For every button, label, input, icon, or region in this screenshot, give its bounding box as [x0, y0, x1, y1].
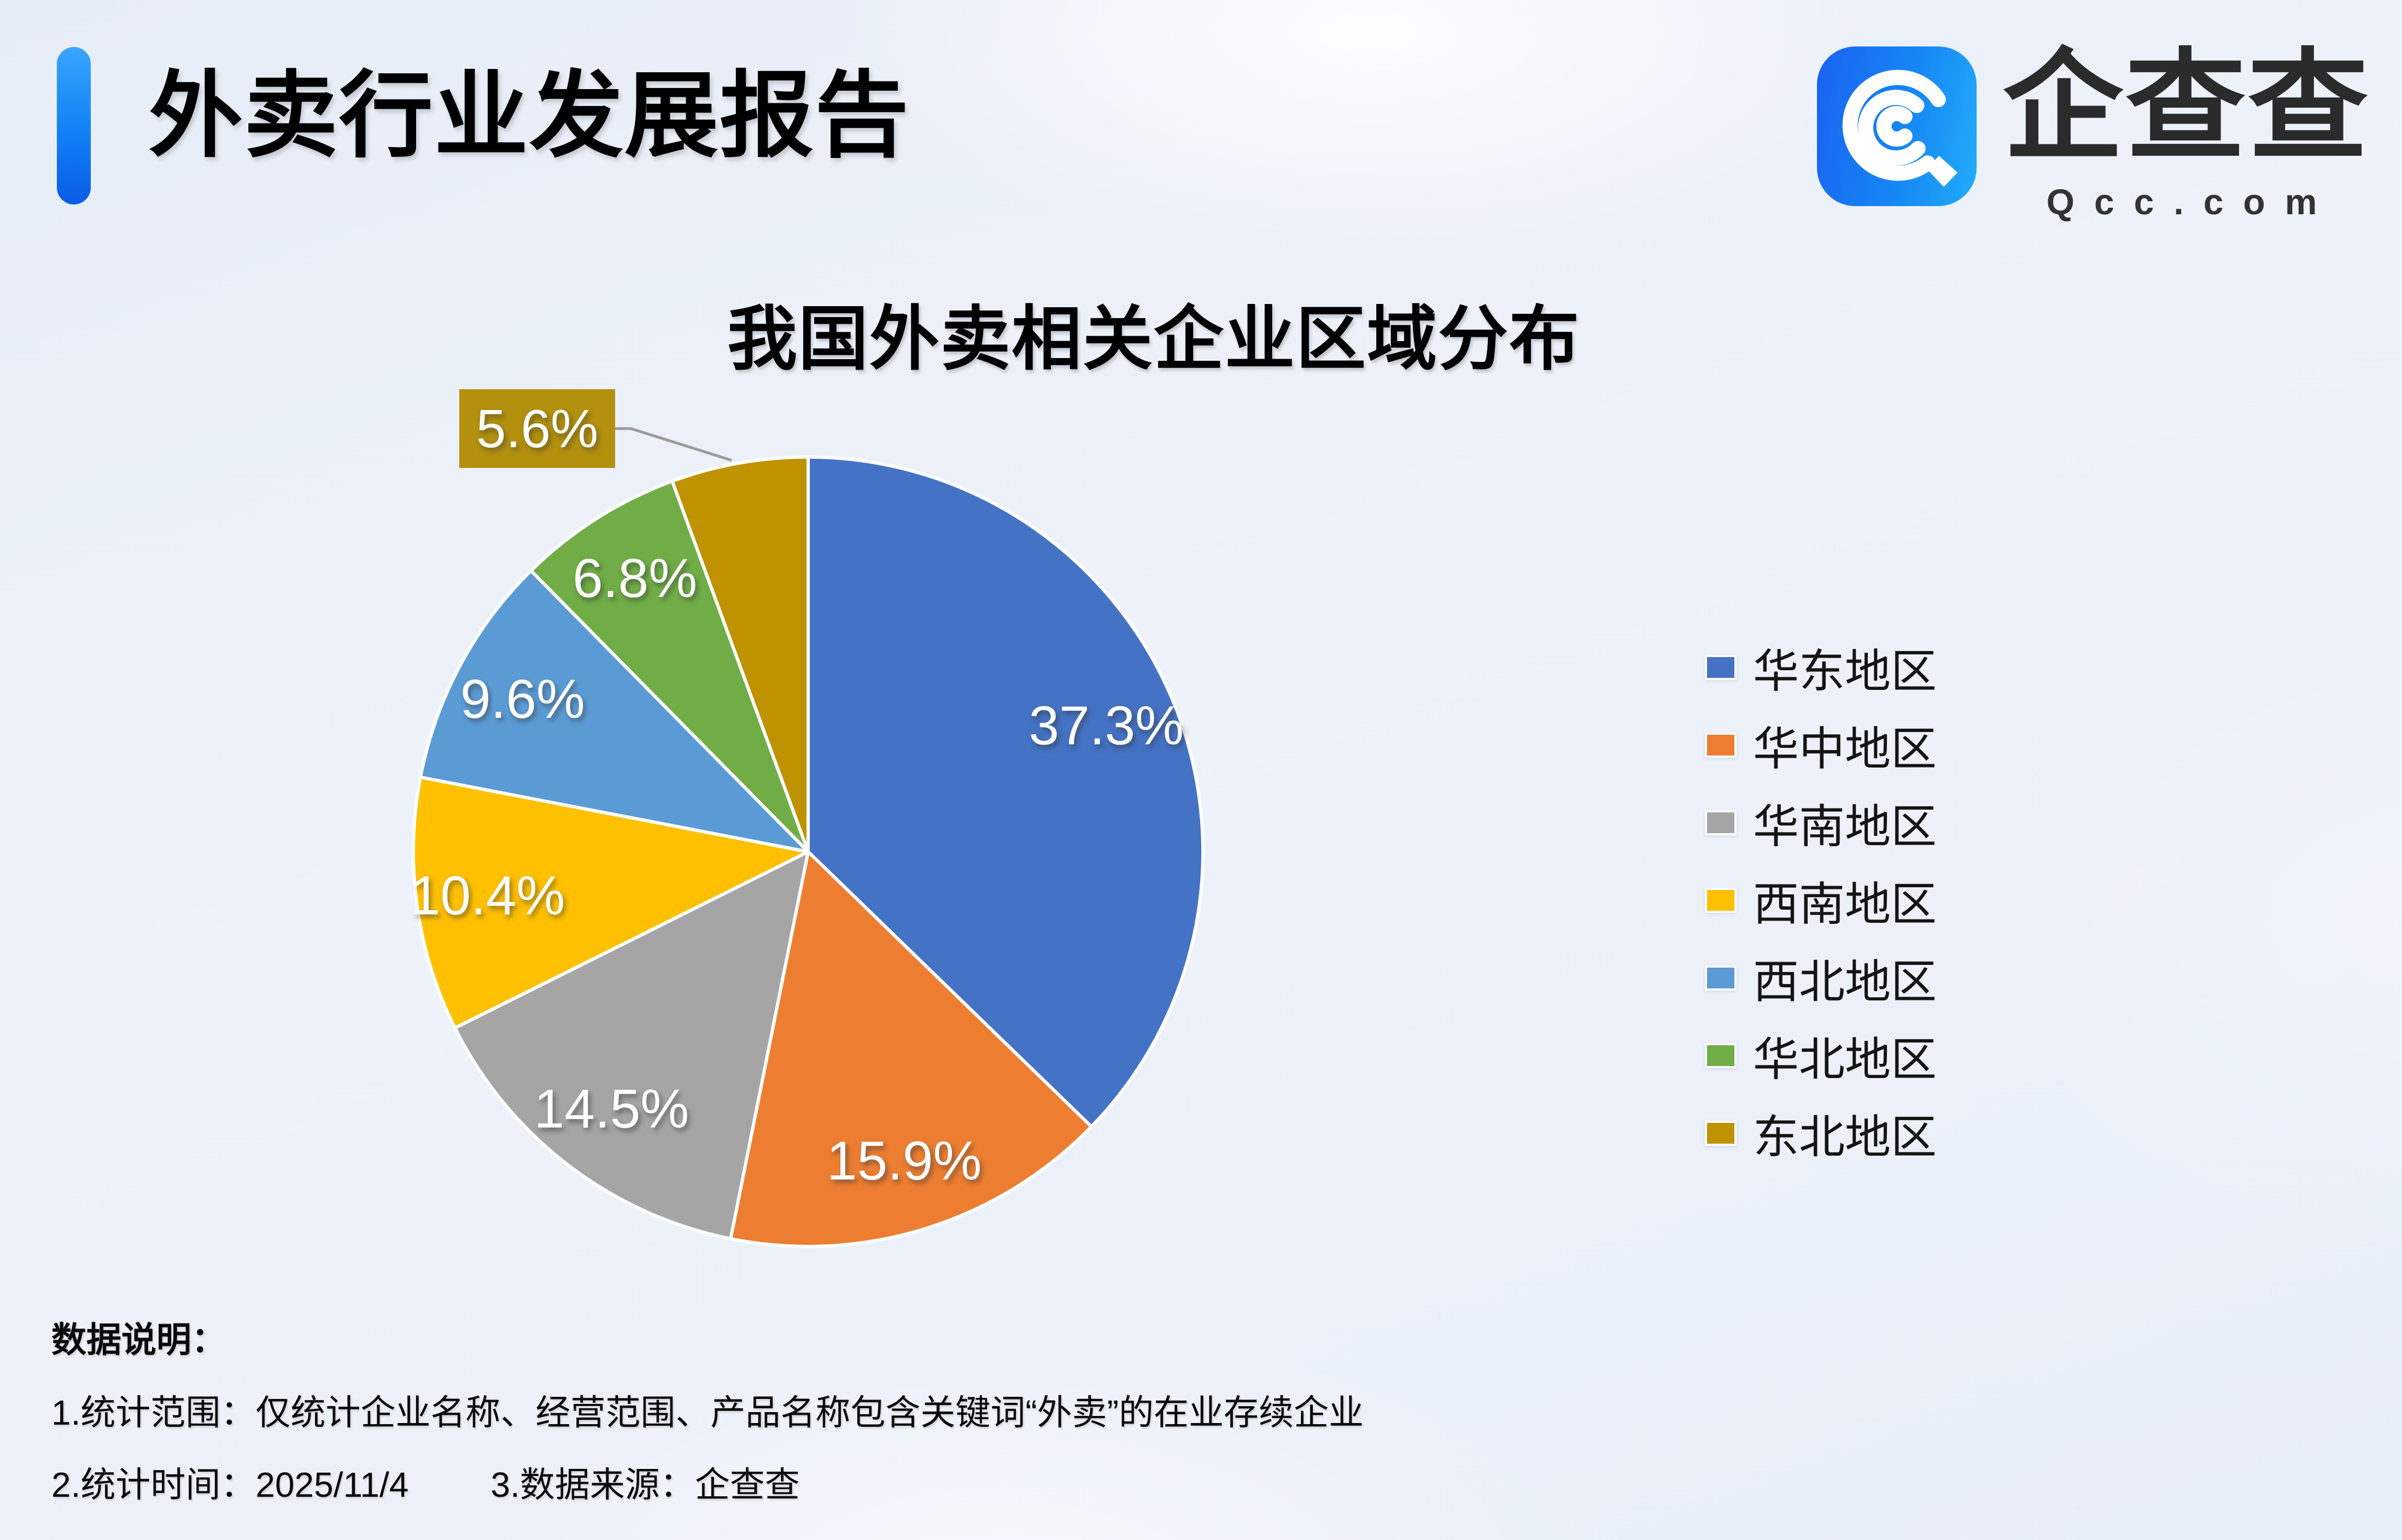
legend-swatch-华东地区 [1705, 655, 1737, 680]
legend-label-华南地区: 华南地区 [1753, 800, 1937, 852]
chart-title: 我国外卖相关企业区域分布 [727, 300, 1580, 378]
legend-label-西北地区: 西北地区 [1753, 956, 1937, 1008]
pie-slice-华中地区 [729, 850, 1094, 1248]
pie-slice-华北地区 [529, 479, 810, 853]
brand-text: 企查查 Qcc.com [2003, 46, 2370, 222]
brand-domain: Qcc.com [2046, 181, 2337, 222]
notes-line-2: 2.统计时间：2025/11/4 3.数据来源：企查查 [51, 1457, 800, 1507]
legend-label-华中地区: 华中地区 [1753, 723, 1937, 775]
title-accent-bar [57, 47, 91, 204]
callout-line [614, 427, 732, 462]
legend-swatch-华南地区 [1705, 810, 1737, 835]
qcc-logo-glyph [1842, 69, 1957, 187]
pie-slice-华南地区 [453, 850, 810, 1240]
legend-item-华南地区: 华南地区 [1705, 799, 1937, 852]
slice-label-华中地区: 15.9% [827, 1130, 982, 1191]
pie-slice-西南地区 [412, 775, 810, 1030]
pie-slice-东北地区 [670, 455, 810, 853]
legend-label-华北地区: 华北地区 [1753, 1033, 1937, 1085]
legend-swatch-华北地区 [1705, 1043, 1737, 1068]
qcc-magnifier-logo-icon [1817, 46, 1977, 206]
slice-label-华北地区: 6.8% [572, 548, 697, 609]
slice-label-华东地区: 37.3% [1029, 695, 1184, 756]
slice-label-华南地区: 14.5% [534, 1078, 689, 1139]
pie-slice-华东地区 [806, 455, 1205, 1128]
pie-slice-西北地区 [419, 569, 810, 853]
notes-line-2-time: 2.统计时间：2025/11/4 [51, 1465, 409, 1504]
legend-item-华中地区: 华中地区 [1705, 721, 1937, 775]
legend-item-华东地区: 华东地区 [1705, 643, 1937, 697]
legend-swatch-西北地区 [1705, 965, 1737, 991]
page-title: 外卖行业发展报告 [149, 63, 910, 168]
slice-label-西南地区: 10.4% [410, 865, 565, 927]
legend-label-西南地区: 西南地区 [1753, 878, 1937, 930]
legend-item-东北地区: 东北地区 [1705, 1109, 1937, 1163]
legend-item-西北地区: 西北地区 [1705, 954, 1937, 1008]
pie-slices [412, 455, 1205, 1248]
magnifier-handle [1926, 156, 1957, 187]
notes-heading: 数据说明： [51, 1320, 226, 1360]
legend-item-西南地区: 西南地区 [1705, 876, 1937, 930]
brand-name: 企查查 [2003, 39, 2371, 174]
legend-swatch-华中地区 [1705, 733, 1737, 758]
legend-label-东北地区: 东北地区 [1753, 1111, 1937, 1163]
notes-line-1: 1.统计范围：仅统计企业名称、经营范围、产品名称包含关键词“外卖”的在业存续企业 [51, 1393, 1364, 1432]
legend-swatch-西南地区 [1705, 888, 1737, 913]
slice-label-西北地区: 9.6% [460, 669, 585, 730]
legend-swatch-东北地区 [1705, 1121, 1737, 1146]
pie-labels: 37.3% 15.9% 14.5% 10.4% 9.6% 6.8% [410, 548, 1184, 1191]
chart-legend: 华东地区华中地区华南地区西南地区西北地区华北地区东北地区 [1705, 643, 1937, 1163]
notes-line-2-source: 3.数据来源：企查查 [490, 1465, 800, 1504]
brand-block: 企查查 Qcc.com [1817, 46, 2370, 222]
legend-item-华北地区: 华北地区 [1705, 1032, 1937, 1085]
callout-label-box: 5.6% [459, 389, 615, 468]
legend-label-华东地区: 华东地区 [1753, 645, 1937, 697]
